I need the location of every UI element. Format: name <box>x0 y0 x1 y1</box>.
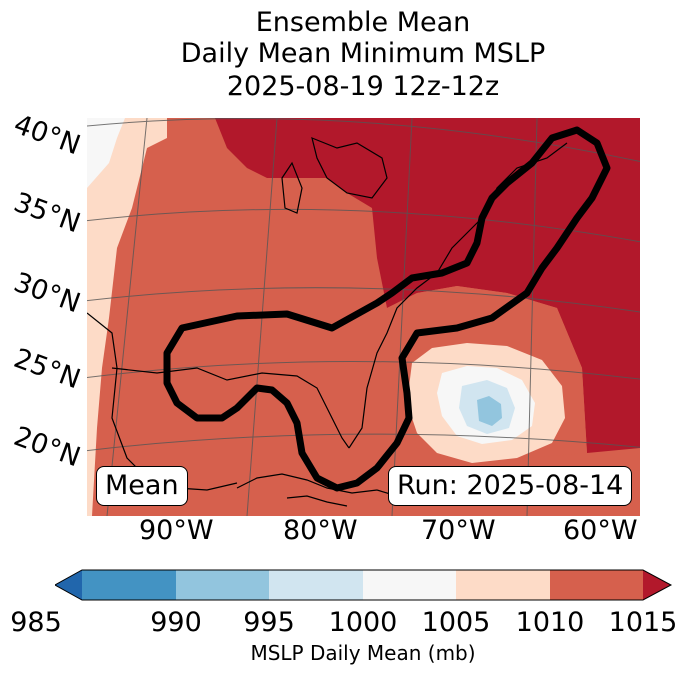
colorbar <box>55 569 673 601</box>
field-990-995-low <box>477 396 502 426</box>
colorbar-segment-990-995 <box>176 570 269 600</box>
run-label: Run: 2025-08-14 <box>388 466 633 506</box>
colorbar-tick-985: 985 <box>10 607 62 638</box>
colorbar-tick-1010: 1010 <box>515 607 585 638</box>
title-line-3: 2025-08-19 12z-12z <box>226 71 500 102</box>
map-panel: Mean Run: 2025-08-14 <box>87 118 640 516</box>
field-gt-1015-northeast <box>215 118 640 453</box>
colorbar-segment-985-990 <box>82 570 176 600</box>
lon-label-80w: 80°W <box>283 515 358 546</box>
lon-label-90w: 90°W <box>139 515 214 546</box>
lon-label-60w: 60°W <box>563 515 638 546</box>
lat-label-40: 40°N <box>9 108 85 162</box>
lat-label-25: 25°N <box>9 342 85 396</box>
mean-label: Mean <box>96 466 188 506</box>
colorbar-segment-995-1000 <box>269 570 363 600</box>
colorbar-tick-995: 995 <box>243 607 295 638</box>
title-line-1: Ensemble Mean <box>255 7 471 38</box>
colorbar-tick-1015: 1015 <box>608 607 678 638</box>
colorbar-arrow-low <box>55 570 82 600</box>
colorbar-segment-1010-1015 <box>550 570 643 600</box>
lat-label-30: 30°N <box>9 266 85 320</box>
colorbar-segment-1005-1010 <box>456 570 550 600</box>
contour-outline <box>163 126 611 492</box>
colorbar-outline <box>55 569 673 601</box>
colorbar-tick-990: 990 <box>150 607 202 638</box>
lon-label-70w: 70°W <box>421 515 496 546</box>
lat-label-20: 20°N <box>9 420 85 474</box>
colorbar-title: MSLP Daily Mean (mb) <box>250 641 476 665</box>
map-canvas <box>87 118 640 516</box>
lat-label-35: 35°N <box>9 186 85 240</box>
title-line-2: Daily Mean Minimum MSLP <box>180 38 546 69</box>
field-1005-1010-west <box>87 118 167 516</box>
field-1000-1005-west <box>87 118 125 188</box>
colorbar-arrow-high <box>643 570 671 600</box>
colorbar-tick-1000: 1000 <box>328 607 398 638</box>
colorbar-tick-1005: 1005 <box>421 607 491 638</box>
colorbar-segment-1000-1005 <box>363 570 456 600</box>
